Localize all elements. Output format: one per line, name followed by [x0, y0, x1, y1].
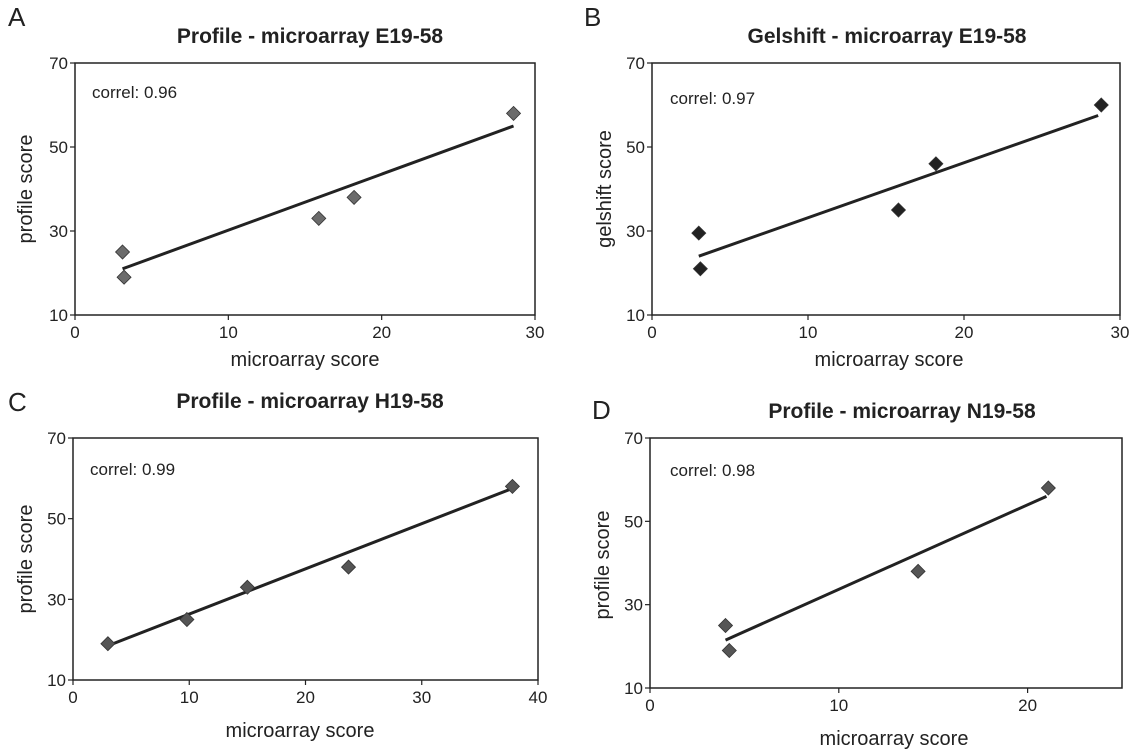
y-tick-label: 70 [626, 54, 645, 73]
x-tick-label: 0 [68, 688, 77, 707]
data-point [1040, 480, 1056, 496]
scatter-chart-c: C Profile - microarray H19-58 correl: 0.… [8, 387, 547, 742]
data-point [239, 579, 255, 595]
data-marks [691, 97, 1109, 277]
data-point [910, 563, 926, 579]
correlation-annotation: correl: 0.97 [670, 89, 755, 108]
panel-letter: D [592, 395, 611, 425]
panel-d: D Profile - microarray N19-58 correl: 0.… [564, 375, 1129, 750]
panel-c: C Profile - microarray H19-58 correl: 0.… [0, 375, 564, 750]
data-point [504, 478, 520, 494]
y-tick-label: 30 [47, 590, 66, 609]
x-axis-label: microarray score [231, 349, 380, 371]
panel-letter: C [8, 387, 27, 417]
correlation-annotation: correl: 0.96 [92, 83, 177, 102]
trend-line [122, 124, 515, 271]
y-tick-label: 70 [49, 54, 68, 73]
y-tick-label: 10 [626, 306, 645, 325]
y-tick-label: 50 [49, 138, 68, 157]
plot-area [74, 62, 536, 316]
chart-title: Profile - microarray N19-58 [768, 400, 1036, 423]
x-tick-label: 10 [180, 688, 199, 707]
data-point [346, 189, 362, 205]
chart-title: Profile - microarray H19-58 [176, 390, 444, 413]
correlation-annotation: correl: 0.98 [670, 461, 755, 480]
data-point [116, 269, 132, 285]
y-tick-label: 70 [47, 429, 66, 448]
chart-title: Gelshift - microarray E19-58 [748, 25, 1027, 48]
x-tick-label: 30 [1111, 323, 1129, 342]
y-tick-label: 10 [47, 671, 66, 690]
x-tick-label: 20 [1018, 696, 1037, 715]
data-point [721, 642, 737, 659]
x-tick-label: 40 [529, 688, 548, 707]
scatter-chart-a: A Profile - microarray E19-58 correl: 0.… [8, 2, 544, 371]
data-point [179, 611, 195, 628]
y-axis-label: profile score [592, 511, 614, 620]
panel-letter: B [584, 2, 601, 32]
x-tick-label: 0 [647, 323, 656, 342]
data-point [311, 210, 327, 226]
data-point [717, 617, 734, 634]
x-tick-label: 30 [412, 688, 431, 707]
x-tick-label: 20 [372, 323, 391, 342]
data-marks [717, 480, 1056, 659]
x-tick-label: 20 [955, 323, 974, 342]
y-tick-label: 30 [49, 222, 68, 241]
trend-line [107, 487, 513, 648]
data-marks [114, 105, 522, 285]
x-tick-label: 0 [70, 323, 79, 342]
chart-title: Profile - microarray E19-58 [177, 25, 443, 48]
x-tick-label: 10 [829, 696, 848, 715]
y-tick-label: 10 [624, 679, 643, 698]
x-axis-label: microarray score [226, 720, 375, 742]
y-tick-label: 30 [626, 222, 645, 241]
y-axis-label: profile score [15, 505, 37, 614]
x-axis-label: microarray score [815, 349, 964, 371]
trend-line [698, 114, 1099, 258]
x-tick-label: 10 [799, 323, 818, 342]
plot-area [72, 437, 539, 681]
panel-b: B Gelshift - microarray E19-58 correl: 0… [564, 0, 1129, 375]
x-tick-label: 10 [219, 323, 238, 342]
data-point [505, 105, 522, 121]
data-point [928, 156, 944, 172]
data-point [340, 559, 357, 575]
x-tick-label: 30 [526, 323, 545, 342]
data-point [1093, 97, 1109, 113]
data-point [691, 225, 707, 241]
x-axis-label: microarray score [820, 728, 969, 750]
scatter-chart-d: D Profile - microarray N19-58 correl: 0.… [592, 395, 1123, 750]
x-tick-label: 20 [296, 688, 315, 707]
y-tick-label: 50 [47, 510, 66, 529]
correlation-annotation: correl: 0.99 [90, 460, 175, 479]
data-point [114, 244, 131, 260]
data-point [100, 636, 116, 652]
data-marks [100, 478, 520, 652]
y-tick-label: 50 [626, 138, 645, 157]
data-point [692, 261, 708, 277]
panel-letter: A [8, 2, 26, 32]
trend-line [724, 494, 1048, 642]
y-axis-label: gelshift score [594, 130, 616, 248]
data-point [890, 202, 907, 218]
y-axis-label: profile score [15, 135, 37, 244]
y-tick-label: 30 [624, 596, 643, 615]
panel-a: A Profile - microarray E19-58 correl: 0.… [0, 0, 564, 375]
y-tick-label: 70 [624, 429, 643, 448]
x-tick-label: 0 [645, 696, 654, 715]
scatter-chart-b: B Gelshift - microarray E19-58 correl: 0… [584, 2, 1129, 371]
y-tick-label: 10 [49, 306, 68, 325]
y-tick-label: 50 [624, 512, 643, 531]
